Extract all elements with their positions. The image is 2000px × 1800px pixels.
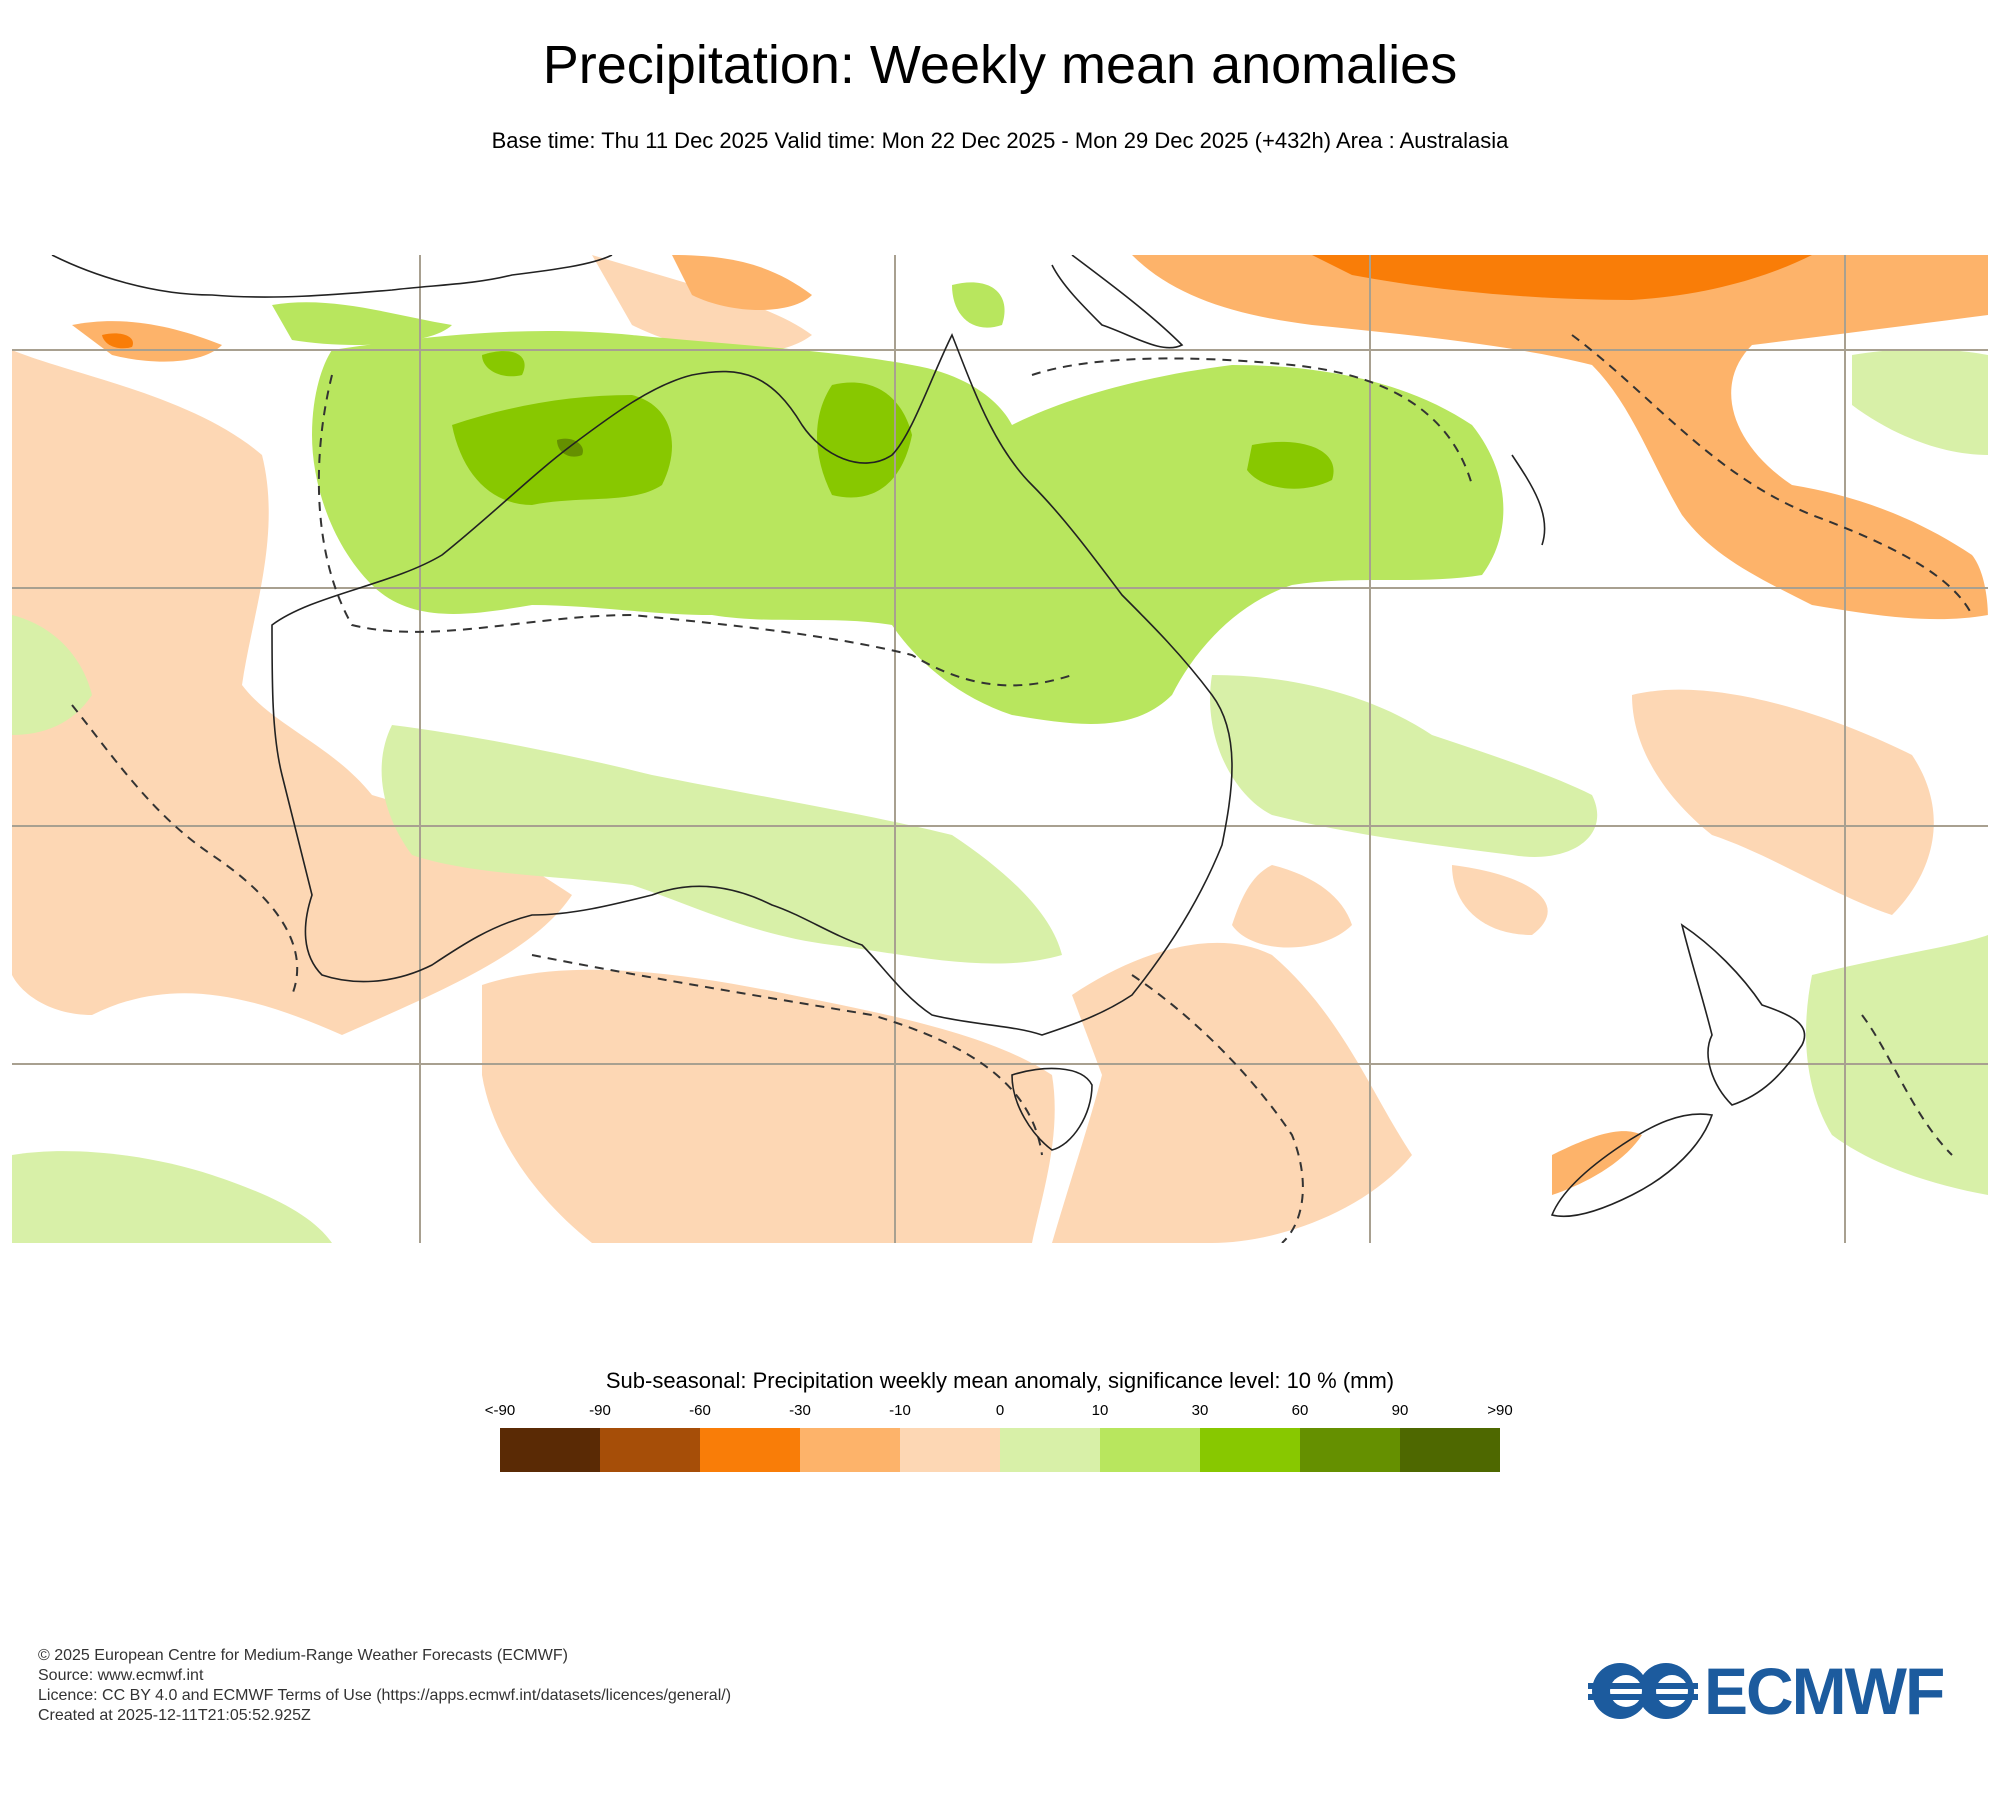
png-indonesia-coastline [51, 255, 1546, 546]
anomaly-region-nz-north [1452, 865, 1548, 935]
ecmwf-logo-text: ECMWF [1704, 1654, 1945, 1728]
footer-source: Source: www.ecmwf.int [38, 1667, 204, 1684]
ecmwf-logo: ECMWF [1588, 1654, 1963, 1728]
legend-swatch [500, 1428, 600, 1472]
anomaly-region-north-tasman [1232, 865, 1352, 948]
map-graticule [12, 255, 1988, 1243]
legend-swatch [600, 1428, 700, 1472]
anomaly-region-far-east-top [1852, 349, 1988, 455]
chart-subtitle: Base time: Thu 11 Dec 2025 Valid time: M… [491, 128, 1509, 153]
anomaly-region-sumatra-south [72, 321, 222, 362]
anomaly-region-gulf-carpentaria [817, 382, 912, 498]
anomaly-region-tasman-sea [1052, 942, 1412, 1243]
legend-tick: 60 [1291, 1402, 1309, 1419]
legend-tick: -60 [689, 1402, 711, 1419]
footer-copyright: © 2025 European Centre for Medium-Range … [38, 1647, 568, 1664]
precipitation-anomaly-map[interactable] [12, 255, 1988, 1243]
anomaly-region-great-australian-bight [482, 969, 1055, 1243]
footer-credits: © 2025 European Centre for Medium-Range … [38, 1646, 731, 1726]
legend-tick: -10 [889, 1402, 911, 1419]
anomaly-region-timor [482, 351, 525, 377]
anomaly-region-png [952, 282, 1005, 328]
legend-swatch [1200, 1428, 1300, 1472]
chart-title: Precipitation: Weekly mean anomalies [542, 35, 1458, 95]
anomaly-region-north-strip [592, 255, 812, 354]
legend-tick: <-90 [484, 1402, 516, 1419]
legend-tick: 90 [1391, 1402, 1409, 1419]
legend-swatch [1300, 1428, 1400, 1472]
legend-swatch [900, 1428, 1000, 1472]
anomaly-region-png-north [1132, 255, 1988, 620]
australia-coastline [271, 333, 1233, 1151]
anomaly-region-inland-australia [381, 725, 1062, 964]
new-zealand-coastline [1550, 923, 1806, 1218]
anomaly-region-equatorial-pacific [1312, 255, 1812, 300]
significance-contours [71, 334, 1973, 1243]
footer-created: Created at 2025-12-11T21:05:52.925Z [38, 1707, 311, 1724]
legend-title: Sub-seasonal: Precipitation weekly mean … [605, 1368, 1395, 1393]
footer-licence: Licence: CC BY 4.0 and ECMWF Terms of Us… [38, 1687, 732, 1704]
anomaly-region-coral-sea-core [1247, 441, 1334, 489]
anomaly-region-coral-sea [1210, 675, 1598, 857]
anomaly-region-west-indian-ocean [12, 350, 572, 1035]
legend-tick: 30 [1191, 1402, 1209, 1419]
legend-swatch [1400, 1428, 1500, 1472]
anomaly-region-timor-strip [272, 302, 452, 345]
legend-tick: 10 [1091, 1402, 1109, 1419]
legend-swatch [800, 1428, 900, 1472]
anomaly-light-orange-regions [12, 255, 1934, 1243]
ecmwf-logo-icon [1588, 1663, 1698, 1719]
anomaly-region-small-patch-west [102, 333, 133, 349]
legend-tick: -30 [789, 1402, 811, 1419]
legend-tick: >90 [1487, 1402, 1513, 1419]
legend-swatch [1100, 1428, 1200, 1472]
legend-tick: -90 [589, 1402, 611, 1419]
anomaly-region-pacific-east [1632, 689, 1934, 915]
anomaly-region-java-east [672, 255, 812, 310]
legend-ticks: <-90 -90 -60 -30 -10 0 10 30 60 90 >90 [485, 1402, 1513, 1422]
anomaly-dark-orange-regions [102, 255, 1812, 349]
legend-swatch [700, 1428, 800, 1472]
legend-colorbar [500, 1428, 1500, 1472]
legend-tick: 0 [995, 1402, 1005, 1419]
anomaly-region-southwest-corner [12, 1151, 332, 1243]
legend-swatch [1000, 1428, 1100, 1472]
tasmania-coastline [1011, 1067, 1093, 1151]
